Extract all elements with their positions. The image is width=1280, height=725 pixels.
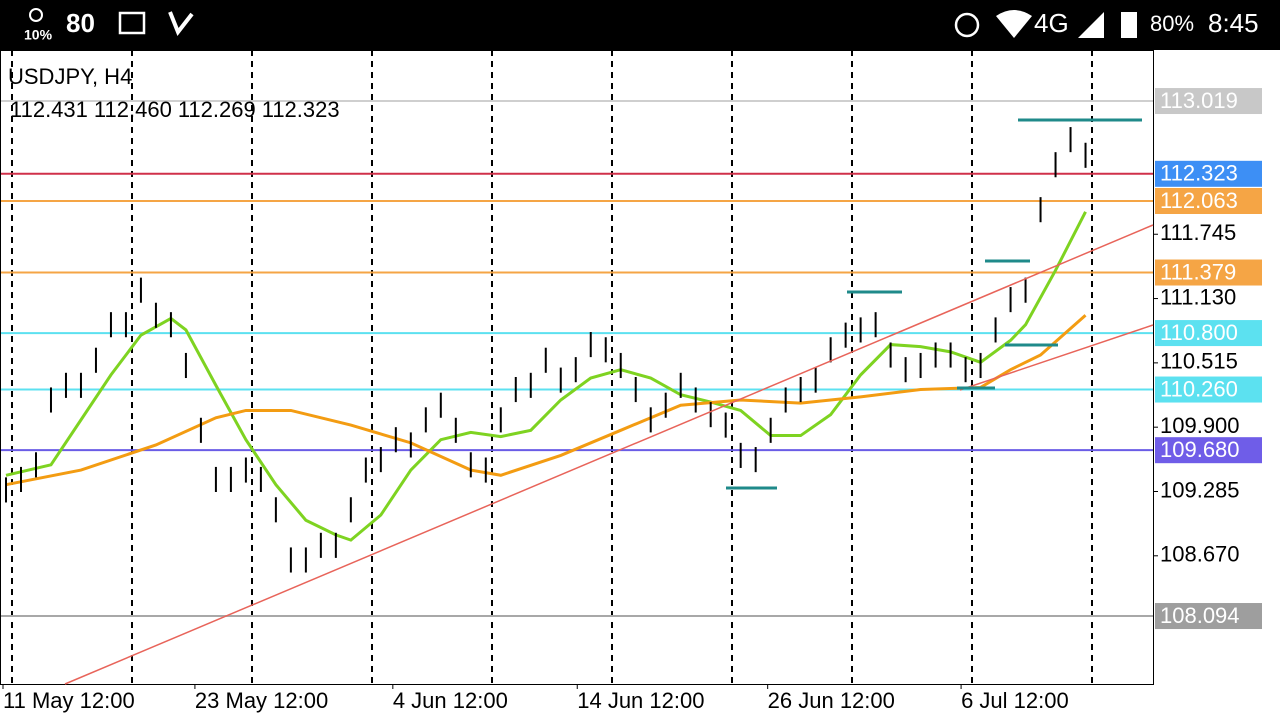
image-icon: [118, 11, 146, 35]
clock: 8:45: [1208, 8, 1259, 38]
status-bar: [0, 0, 1280, 50]
weather-icon: [29, 8, 43, 22]
dnd-icon: [954, 12, 980, 38]
y-tick-label: 109.900: [1160, 413, 1240, 438]
level-label: 112.323: [1160, 161, 1238, 186]
level-label-box: [1155, 88, 1262, 115]
level-label: 113.019: [1160, 88, 1238, 113]
app-icon: [168, 11, 194, 36]
x-tick-label: 4 Jun 12:00: [393, 688, 508, 713]
ohlc-value: 112.431: [10, 97, 88, 122]
ohlc-readout: 112.431 112.460 112.269 112.323: [10, 97, 340, 122]
moving-average: [5, 314, 1087, 487]
x-tick-label: 26 Jun 12:00: [768, 688, 895, 713]
y-tick-label: 111.745: [1160, 220, 1236, 245]
level-label-box: [1155, 320, 1262, 347]
y-tick-label: 108.670: [1160, 542, 1240, 567]
x-tick-label: 6 Jul 12:00: [961, 688, 1069, 713]
signal-icon: [1078, 12, 1104, 38]
wifi-icon: [996, 10, 1032, 38]
battery-icon: [1121, 12, 1137, 38]
moving-average: [5, 211, 1087, 542]
level-label-box: [1155, 259, 1262, 286]
chart-title: USDJPY, H4: [8, 64, 132, 89]
weather-level: 10%: [24, 27, 53, 43]
level-label: 109.680: [1160, 437, 1240, 462]
level-label: 112.063: [1160, 188, 1238, 213]
level-label-box: [1155, 160, 1262, 187]
x-tick-label: 23 May 12:00: [195, 688, 328, 713]
battery-level: 80%: [1150, 11, 1194, 36]
y-tick-label: 109.285: [1160, 477, 1240, 502]
x-tick-label: 11 May 12:00: [3, 688, 135, 713]
level-label-box: [1155, 437, 1262, 464]
network-type: 4G: [1034, 8, 1069, 38]
level-label-box: [1155, 187, 1262, 214]
level-label: 111.379: [1160, 259, 1236, 284]
y-tick-label: 110.515: [1160, 349, 1238, 374]
x-tick-label: 14 Jun 12:00: [577, 688, 704, 713]
plot: [0, 50, 1153, 684]
level-label: 108.094: [1160, 603, 1240, 628]
ohlc-value: 112.269: [178, 97, 256, 122]
ohlc-value: 112.460: [94, 97, 172, 122]
y-tick-label: 111.130: [1160, 284, 1236, 309]
level-label-box: [1155, 603, 1262, 630]
trend-line: [959, 324, 1154, 391]
level-label: 110.260: [1160, 376, 1238, 401]
level-label-box: [1155, 376, 1262, 403]
notification-count: 80: [66, 8, 95, 38]
ohlc-value: 112.323: [262, 97, 340, 122]
level-label: 110.800: [1160, 320, 1238, 345]
trend-line: [64, 224, 1154, 685]
drawings: [64, 118, 1154, 685]
zone-lines: [726, 118, 1142, 490]
status-icons: [29, 8, 1137, 38]
